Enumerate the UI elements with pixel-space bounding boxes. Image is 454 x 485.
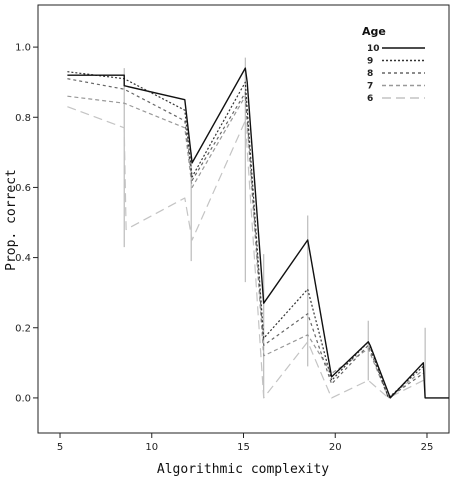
- legend: Age 10 9 8 7 6: [362, 25, 425, 104]
- y-axis-title: Prop. correct: [4, 169, 19, 271]
- legend-title: Age: [362, 25, 386, 38]
- series-lines: [67, 67, 449, 399]
- legend-label-age-8: 8: [367, 69, 373, 79]
- plot-frame: [37, 4, 450, 434]
- x-tick-label: 15: [237, 442, 250, 453]
- legend-label-age-9: 9: [367, 57, 373, 67]
- legend-label-age-6: 6: [367, 94, 373, 104]
- y-tick-label: 0.8: [15, 113, 31, 124]
- y-tick-label: 0.0: [15, 393, 31, 404]
- x-tick-label: 10: [145, 442, 158, 453]
- error-bars: [123, 57, 426, 398]
- x-tick-label: 25: [421, 442, 434, 453]
- axis-ticks: 5 10 15 20 25 0.0 0.2 0.4 0.6 0.8 1.0: [15, 43, 433, 453]
- y-tick-label: 0.2: [15, 323, 31, 334]
- x-tick-label: 20: [329, 442, 342, 453]
- x-axis-title: Algorithmic complexity: [157, 462, 329, 477]
- series-line-age-7: [67, 95, 424, 399]
- y-tick-label: 0.6: [15, 183, 31, 194]
- series-line-age-8: [67, 78, 424, 399]
- x-tick-label: 5: [57, 442, 63, 453]
- legend-label-age-7: 7: [367, 82, 373, 92]
- series-line-age-10: [67, 67, 449, 399]
- y-tick-label: 1.0: [15, 43, 31, 54]
- legend-label-age-10: 10: [367, 44, 380, 54]
- y-tick-label: 0.4: [15, 253, 31, 264]
- series-line-age-6: [67, 106, 424, 399]
